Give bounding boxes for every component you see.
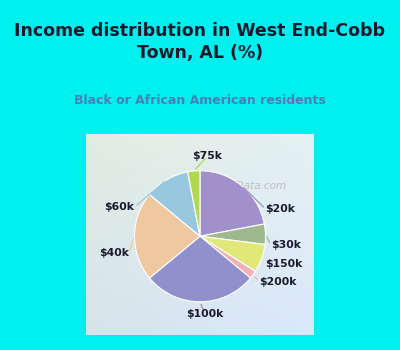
Text: City-Data.com: City-Data.com <box>213 181 287 191</box>
Wedge shape <box>200 236 255 278</box>
Wedge shape <box>200 224 266 244</box>
Text: $60k: $60k <box>105 202 134 212</box>
Text: $20k: $20k <box>266 204 295 214</box>
Wedge shape <box>150 172 200 236</box>
Text: Black or African American residents: Black or African American residents <box>74 94 326 107</box>
Wedge shape <box>150 236 250 302</box>
Wedge shape <box>188 171 200 236</box>
Text: $40k: $40k <box>99 248 129 258</box>
Text: $200k: $200k <box>259 277 296 287</box>
Text: $75k: $75k <box>192 151 222 161</box>
Wedge shape <box>200 236 265 271</box>
Text: $30k: $30k <box>271 240 301 250</box>
Text: $100k: $100k <box>186 309 223 318</box>
Text: Income distribution in West End-Cobb
Town, AL (%): Income distribution in West End-Cobb Tow… <box>14 22 386 62</box>
Text: $150k: $150k <box>266 259 303 268</box>
Wedge shape <box>200 171 264 236</box>
Wedge shape <box>134 195 200 278</box>
